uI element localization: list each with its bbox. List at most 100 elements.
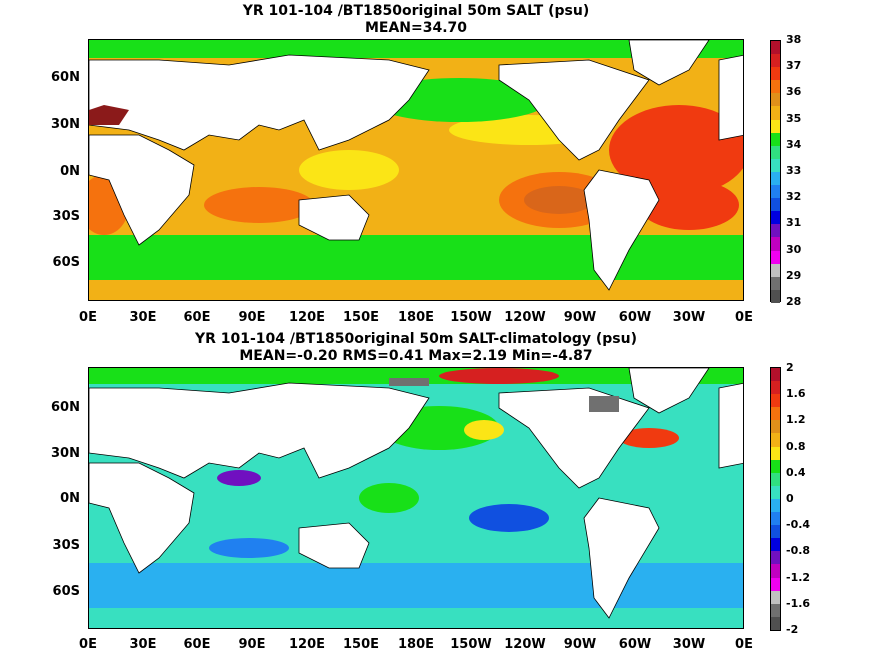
panel1-ytick-60s: 60S <box>52 255 80 270</box>
panel1-xtick: 180E <box>397 310 435 325</box>
panel2-xtick: 0E <box>79 637 97 652</box>
colorbar-label: 32 <box>786 190 802 204</box>
colorbar-swatch <box>771 211 780 225</box>
colorbar-label: 31 <box>786 216 802 230</box>
colorbar-swatch <box>771 368 780 382</box>
colorbar-swatch <box>771 407 780 421</box>
colorbar-swatch <box>771 67 780 81</box>
colorbar-swatch <box>771 145 780 159</box>
colorbar-label: -1.2 <box>786 570 811 584</box>
colorbar-swatch <box>771 106 780 120</box>
panel1-subtitle: MEAN=34.70 <box>364 20 468 36</box>
colorbar-swatch <box>771 394 780 408</box>
panel1-xtick: 150E <box>342 310 380 325</box>
panel2-ytick-60n: 60N <box>51 400 80 415</box>
colorbar-label: 34 <box>786 137 802 151</box>
colorbar-label: -0.8 <box>786 544 811 558</box>
panel2-ytick-30s: 30S <box>52 538 80 553</box>
panel2-xtick: 150E <box>342 637 380 652</box>
colorbar-label: 38 <box>786 33 802 46</box>
colorbar-swatch <box>771 577 780 591</box>
panel2-title: YR 101-104 /BT1850original 50m SALT-clim… <box>194 331 638 347</box>
colorbar-swatch <box>771 512 780 526</box>
colorbar-label: -2 <box>786 623 799 636</box>
panel2-ytick-0n: 0N <box>60 491 80 506</box>
panel2-ytick-30n: 30N <box>51 446 80 461</box>
colorbar-swatch <box>771 616 780 630</box>
panel1-xtick: 0E <box>79 310 97 325</box>
colorbar-swatch <box>771 185 780 199</box>
panel2-xtick: 150W <box>450 637 492 652</box>
colorbar-swatch <box>771 119 780 133</box>
colorbar-label: 36 <box>786 85 802 99</box>
panel1-xtick: 150W <box>450 310 492 325</box>
colorbar-swatch <box>771 420 780 434</box>
colorbar-swatch <box>771 289 780 303</box>
colorbar-swatch <box>771 93 780 107</box>
panel2-xtick: 30E <box>129 637 157 652</box>
panel1-ytick-30s: 30S <box>52 209 80 224</box>
panel1-xtick: 120E <box>288 310 326 325</box>
panel2-xtick: 60W <box>618 637 652 652</box>
colorbar-swatch <box>771 171 780 186</box>
colorbar-label: 29 <box>786 268 802 282</box>
colorbar-swatch <box>771 80 780 94</box>
colorbar-swatch <box>771 498 780 513</box>
colorbar-swatch <box>771 158 780 172</box>
panel2-xtick: 60E <box>183 637 211 652</box>
colorbar-swatch <box>771 551 780 565</box>
panel2-xtick: 120E <box>288 637 326 652</box>
colorbar-swatch <box>771 459 780 473</box>
colorbar-label: 33 <box>786 164 802 177</box>
panel1-xtick: 30W <box>672 310 706 325</box>
panel2-xtick: 90W <box>563 637 597 652</box>
panel2-xtick: 180E <box>397 637 435 652</box>
panel2-map <box>88 367 744 629</box>
colorbar-swatch <box>771 198 780 212</box>
panel1-colorbar <box>770 40 781 303</box>
colorbar-label: -0.4 <box>786 518 811 532</box>
colorbar-label: 30 <box>786 242 802 256</box>
panel1-xtick: 90E <box>238 310 266 325</box>
colorbar-swatch <box>771 237 780 251</box>
colorbar-swatch <box>771 433 780 447</box>
colorbar-swatch <box>771 250 780 264</box>
colorbar-label: 1.6 <box>786 387 806 401</box>
panel1-xtick: 120W <box>504 310 546 325</box>
colorbar-swatch <box>771 381 780 395</box>
colorbar-label: 28 <box>786 295 802 308</box>
panel2-subtitle: MEAN=-0.20 RMS=0.41 Max=2.19 Min=-4.87 <box>239 348 593 364</box>
panel2-ytick-60s: 60S <box>52 584 80 599</box>
colorbar-swatch <box>771 525 780 539</box>
colorbar-label: 1.2 <box>786 413 806 427</box>
panel2-xtick: 120W <box>504 637 546 652</box>
colorbar-swatch <box>771 224 780 238</box>
panel1-xtick: 0E <box>735 310 753 325</box>
colorbar-swatch <box>771 590 780 604</box>
colorbar-swatch <box>771 446 780 460</box>
colorbar-swatch <box>771 276 780 290</box>
colorbar-swatch <box>771 603 780 617</box>
panel1-xtick: 60E <box>183 310 211 325</box>
panel2-xtick: 0E <box>735 637 753 652</box>
colorbar-swatch <box>771 132 780 146</box>
colorbar-swatch <box>771 263 780 277</box>
panel1-title: YR 101-104 /BT1850original 50m SALT (psu… <box>242 3 590 19</box>
panel1-map <box>88 39 744 301</box>
colorbar-label: 0.4 <box>786 465 806 479</box>
colorbar-label: 0 <box>786 492 794 505</box>
panel1-ytick-60n: 60N <box>51 70 80 85</box>
panel2-xtick: 30W <box>672 637 706 652</box>
panel1-xtick: 30E <box>129 310 157 325</box>
colorbar-swatch <box>771 485 780 499</box>
colorbar-label: 0.8 <box>786 439 806 453</box>
colorbar-label: 37 <box>786 59 802 73</box>
colorbar-swatch <box>771 564 780 578</box>
colorbar-swatch <box>771 54 780 68</box>
colorbar-label: -1.6 <box>786 596 811 610</box>
panel1-ytick-0n: 0N <box>60 164 80 179</box>
colorbar-label: 2 <box>786 361 794 374</box>
colorbar-swatch <box>771 472 780 486</box>
panel1-xtick: 60W <box>618 310 652 325</box>
colorbar-swatch <box>771 41 780 55</box>
